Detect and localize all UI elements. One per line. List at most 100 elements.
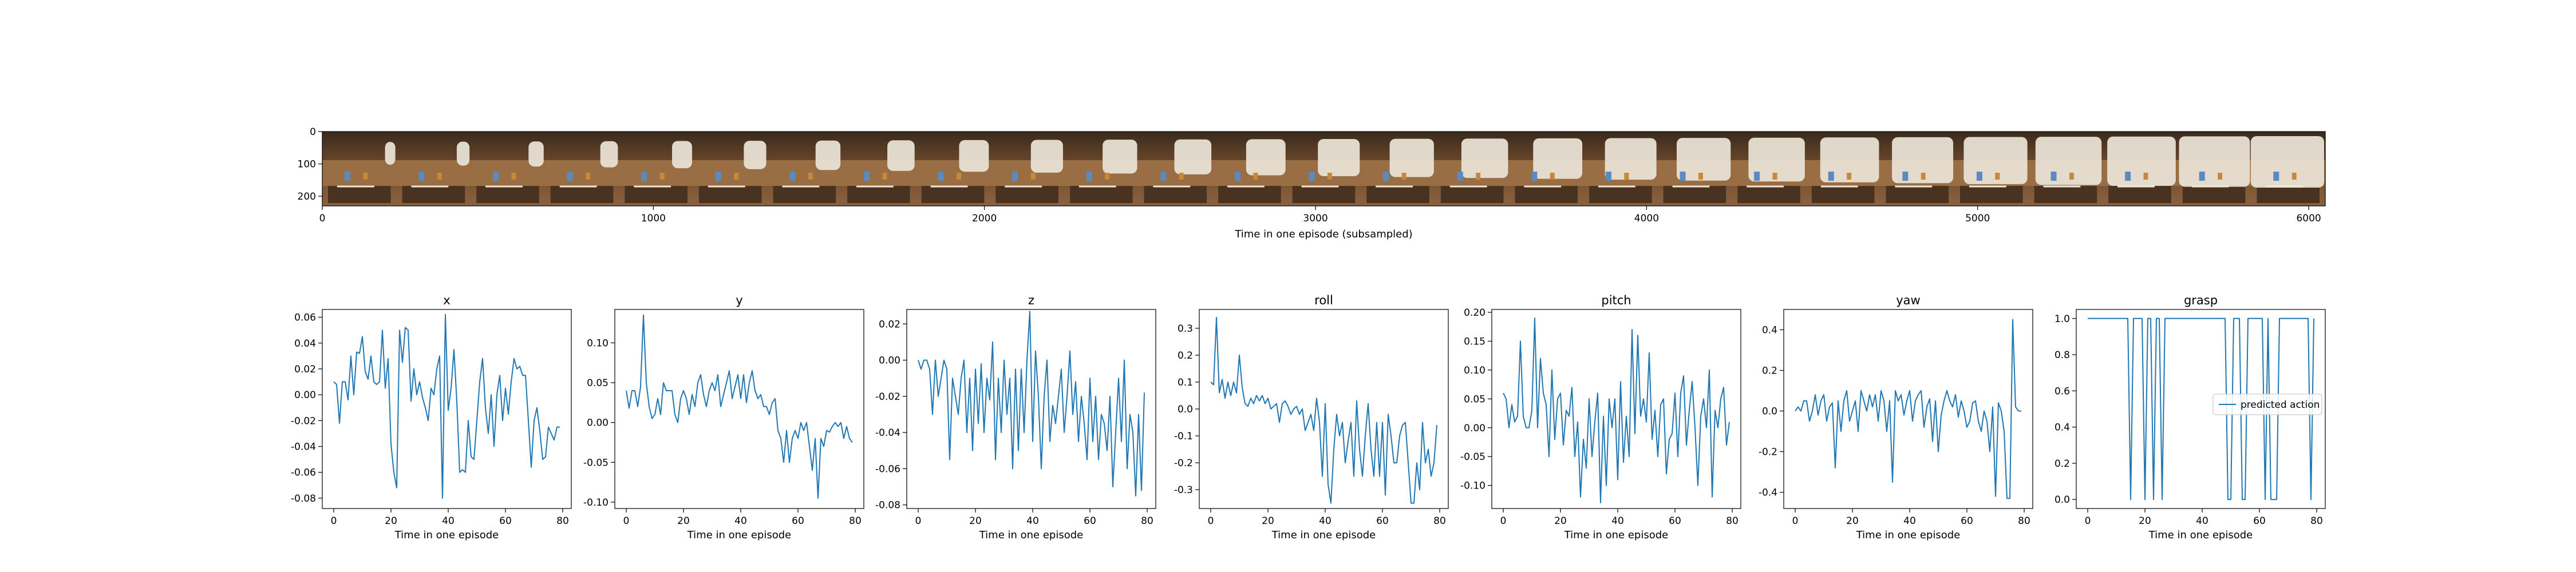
y-tick-label: 0.05 <box>1464 394 1485 405</box>
x-tick-label: 0 <box>915 515 922 527</box>
series-line-pitch <box>1503 317 1730 503</box>
strip-x-tick-label: 3000 <box>1303 213 1327 224</box>
series-line-grasp <box>2088 317 2314 500</box>
strip-frame <box>693 132 768 206</box>
x-tick-label: 40 <box>2196 515 2208 527</box>
subplot-title: z <box>1028 293 1034 307</box>
subplot-z: z 0 20 40 60 80 Time in one episode 0.02 0.00 -0.… <box>875 293 1156 541</box>
series-line-roll <box>1210 317 1437 504</box>
x-tick-label: 0 <box>1208 515 1214 527</box>
y-tick-label: 0.10 <box>1464 365 1485 376</box>
y-tick-label: 0.00 <box>587 418 609 429</box>
x-tick-label: 20 <box>1262 515 1274 527</box>
y-tick-label: 0.1 <box>1178 377 1193 388</box>
x-tick-label: 80 <box>1433 515 1446 527</box>
y-tick-label: 0.4 <box>2055 422 2070 434</box>
y-tick-label: 0.0 <box>2055 494 2070 506</box>
y-tick-label: -0.06 <box>291 467 316 479</box>
subplot-frame <box>1199 309 1449 509</box>
y-tick-label: -0.1 <box>1174 431 1193 442</box>
series-line-yaw <box>1795 319 2021 499</box>
x-axis-label: Time in one episode <box>687 529 792 541</box>
y-tick-label: -0.3 <box>1174 484 1193 496</box>
x-tick-label: 40 <box>1026 515 1039 527</box>
y-tick-label: 0.04 <box>294 338 316 349</box>
x-axis-label: Time in one episode <box>1564 529 1669 541</box>
x-tick-label: 60 <box>1084 515 1096 527</box>
strip-frame <box>1732 132 1807 206</box>
strip-x-axis-label: Time in one episode (subsampled) <box>1234 228 1412 240</box>
strip-x-tick-label: 0 <box>319 213 326 224</box>
x-tick-label: 0 <box>1500 515 1507 527</box>
x-axis-label: Time in one episode <box>1271 529 1376 541</box>
y-tick-label: -0.04 <box>291 442 316 453</box>
subplot-frame <box>322 309 572 509</box>
strip-frame <box>1435 132 1510 206</box>
strip-frame <box>322 132 397 206</box>
strip-frame <box>990 132 1065 206</box>
strip-frame <box>1583 132 1658 206</box>
strip-frame <box>1509 132 1584 206</box>
x-tick-label: 0 <box>623 515 630 527</box>
y-tick-label: 0.02 <box>879 319 900 330</box>
y-tick-label: -0.05 <box>583 457 609 468</box>
y-tick-label: 0.0 <box>1178 404 1193 415</box>
y-tick-label: 0.00 <box>879 355 900 367</box>
x-tick-label: 80 <box>1726 515 1739 527</box>
series-line-z <box>918 311 1145 496</box>
y-tick-label: -0.2 <box>1174 458 1193 469</box>
x-tick-label: 80 <box>2018 515 2030 527</box>
strip-frame <box>841 132 916 206</box>
strip-y-tick-label: 100 <box>298 159 316 170</box>
strip-frame <box>619 132 694 206</box>
x-tick-label: 20 <box>385 515 397 527</box>
series-line-y <box>626 314 853 499</box>
x-tick-label: 80 <box>556 515 569 527</box>
legend: predicted action <box>2212 394 2322 415</box>
subplot-title: roll <box>1314 293 1333 307</box>
y-tick-label: 0.0 <box>1762 406 1777 418</box>
strip-frame <box>2103 132 2178 206</box>
legend-label: predicted action <box>2241 399 2320 411</box>
x-tick-label: 60 <box>792 515 804 527</box>
y-tick-label: 0.2 <box>1762 366 1777 377</box>
y-tick-label: -0.05 <box>1460 451 1485 463</box>
x-axis-label: Time in one episode <box>979 529 1084 541</box>
legend-box <box>2212 394 2322 415</box>
x-tick-label: 80 <box>849 515 862 527</box>
y-tick-label: 0.10 <box>587 337 609 349</box>
x-tick-label: 60 <box>2253 515 2266 527</box>
y-tick-label: -0.08 <box>875 500 900 511</box>
y-tick-label: -0.10 <box>583 497 609 509</box>
subplot-roll: roll 0 20 40 60 80 Time in one episode 0.3 0.2 0.… <box>1174 293 1449 541</box>
y-tick-label: 0.05 <box>587 378 609 389</box>
y-tick-label: -0.06 <box>875 463 900 475</box>
strip-x-tick-label: 6000 <box>2296 213 2321 224</box>
x-tick-label: 0 <box>331 515 337 527</box>
x-tick-label: 60 <box>1961 515 1973 527</box>
strip-frame <box>544 132 619 206</box>
x-tick-label: 60 <box>1376 515 1389 527</box>
subplot-frame <box>1491 309 1741 509</box>
y-tick-label: -0.2 <box>1759 447 1777 458</box>
x-tick-label: 80 <box>1141 515 1153 527</box>
strip-frame <box>396 132 471 206</box>
strip-x-tick-label: 5000 <box>1965 213 1990 224</box>
y-tick-label: 0.3 <box>1178 323 1193 335</box>
subplot-pitch: pitch 0 20 40 60 80 Time in one episode 0.20 0.1… <box>1460 293 1741 541</box>
strip-border <box>322 131 2326 206</box>
y-tick-label: 0.06 <box>294 312 316 324</box>
x-tick-label: 80 <box>2310 515 2323 527</box>
x-tick-label: 0 <box>1792 515 1799 527</box>
action-subplots: x 0 20 40 60 80 Time in one episode 0.06 0.04 0.0… <box>291 293 2326 541</box>
x-tick-label: 40 <box>442 515 455 527</box>
y-tick-label: -0.10 <box>1460 480 1485 492</box>
subplot-title: x <box>443 293 450 307</box>
x-tick-label: 40 <box>734 515 747 527</box>
y-tick-label: 0.20 <box>1464 307 1485 319</box>
series-line-x <box>333 314 560 499</box>
y-tick-label: -0.08 <box>291 493 316 505</box>
x-tick-label: 0 <box>2085 515 2091 527</box>
strip-frame <box>1805 132 1880 206</box>
x-tick-label: 20 <box>1554 515 1567 527</box>
